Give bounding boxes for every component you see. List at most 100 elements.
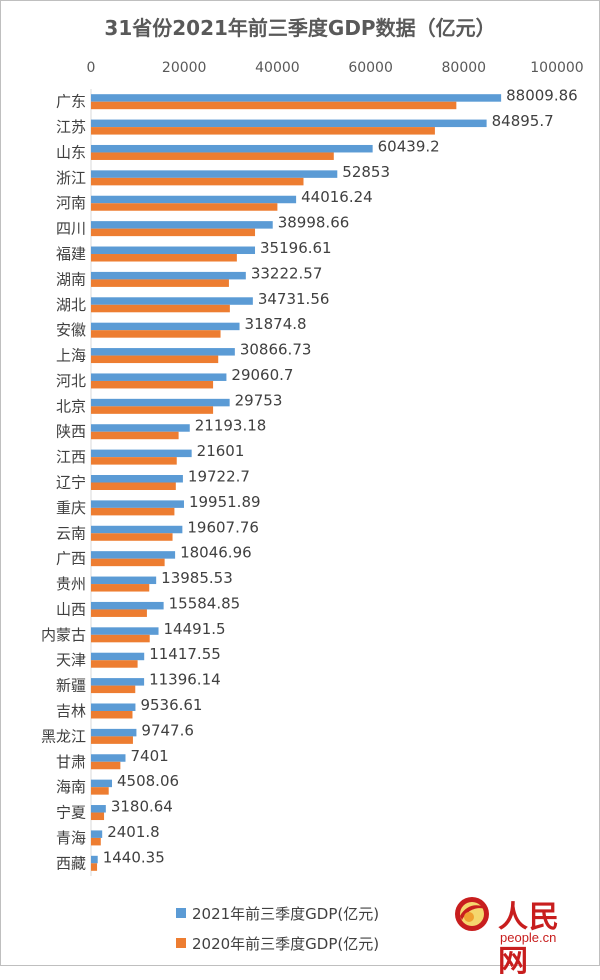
bar-2021 [91,475,183,483]
bar-2021 [91,221,273,229]
category-label: 吉林 [56,702,86,720]
bar-2021 [91,830,103,838]
x-tick-label: 20000 [162,60,207,76]
bar-2020 [91,330,221,338]
bar-2021 [91,373,227,381]
globe-swirl-icon [455,897,489,931]
bar-2021 [91,424,190,432]
data-label-2021: 2401.8 [107,823,159,841]
bar-2020 [91,787,109,795]
category-label: 陕西 [56,423,86,441]
brand-url: people.cn [500,930,557,945]
bar-2020 [91,101,457,110]
bar-2020 [91,837,101,846]
bar-2020 [91,406,214,414]
bar-2020 [91,457,177,465]
data-label-2021: 14491.5 [164,620,226,638]
category-label: 江苏 [56,118,86,136]
data-label-2021: 11396.14 [149,671,221,689]
category-label: 安徽 [56,321,86,339]
category-label: 山西 [56,600,86,618]
category-label: 新疆 [56,677,86,695]
data-label-2021: 19607.76 [187,518,259,536]
data-label-2021: 9747.6 [141,721,194,739]
bar-2021 [91,170,338,178]
bar-2020 [91,254,237,262]
bar-2021 [91,805,106,813]
data-label-2021: 19722.7 [188,468,250,486]
bar-2020 [91,228,256,237]
bar-2020 [91,710,133,719]
bar-2020 [91,431,179,440]
data-label-2021: 88009.86 [506,87,578,105]
bar-2020 [91,482,176,490]
category-label: 内蒙古 [41,626,86,644]
chart-title: 31省份2021年前三季度GDP数据（亿元） [104,16,496,40]
data-label-2021: 38998.66 [278,214,350,232]
bar-2021 [91,348,235,356]
data-label-2021: 4508.06 [117,772,179,790]
category-label: 河北 [56,372,86,390]
category-label: 黑龙江 [41,727,86,745]
data-label-2021: 84895.7 [492,112,554,130]
bar-2021 [91,652,145,661]
legend-swatch-2021 [176,908,186,918]
bar-2021 [91,144,373,153]
bar-2021 [91,551,176,559]
people-cn-logo: 人民网 people.cn [450,890,590,979]
category-label: 贵州 [56,575,86,593]
data-label-2021: 13985.53 [161,569,233,587]
data-label-2021: 35196.61 [260,239,332,257]
data-label-2021: 19951.89 [189,493,261,511]
category-label: 甘肃 [56,753,86,771]
x-tick-label: 0 [87,60,96,76]
category-label: 辽宁 [56,474,86,492]
bar-2021 [91,500,184,508]
bar-2020 [91,584,150,592]
category-label: 湖北 [56,296,86,314]
data-label-2021: 9536.61 [140,696,202,714]
category-label: 广西 [56,550,86,568]
bar-2020 [91,685,136,694]
data-label-2021: 52853 [342,163,390,181]
bar-2021 [91,601,164,610]
category-label: 四川 [56,220,86,238]
data-label-2021: 1440.35 [103,848,165,866]
bar-2020 [91,634,150,643]
data-label-2021: 21193.18 [195,417,267,435]
bar-2020 [91,203,278,211]
bar-2021 [91,94,502,102]
legend-swatch-2020 [176,938,186,948]
category-label: 云南 [56,524,86,542]
x-tick-label: 60000 [348,60,393,76]
category-label: 海南 [56,778,86,796]
data-label-2021: 29753 [235,391,283,409]
bar-2021 [91,728,137,737]
bar-2021 [91,297,253,305]
bar-2020 [91,355,219,364]
data-label-2021: 44016.24 [301,188,373,206]
bar-2021 [91,525,183,534]
category-label: 河南 [56,194,86,212]
bar-2021 [91,779,113,788]
bar-2020 [91,609,147,617]
bar-2020 [91,127,435,135]
bar-2021 [91,703,136,711]
bar-2020 [91,380,214,389]
bar-2020 [91,863,98,871]
data-label-2021: 3180.64 [111,798,173,816]
category-label: 福建 [56,245,86,263]
data-label-2021: 15584.85 [169,594,241,612]
bar-2021 [91,627,159,635]
bar-2021 [91,449,192,458]
data-label-2021: 31874.8 [245,315,307,333]
data-label-2021: 33222.57 [251,264,323,282]
category-label: 西藏 [56,854,86,872]
category-label: 天津 [56,651,86,669]
bar-2020 [91,177,304,186]
bar-2020 [91,279,229,287]
data-label-2021: 7401 [130,747,168,765]
legend-item-2020: 2020年前三季度GDP(亿元) [176,928,379,958]
category-label: 青海 [56,829,86,847]
data-label-2021: 30866.73 [240,341,312,359]
